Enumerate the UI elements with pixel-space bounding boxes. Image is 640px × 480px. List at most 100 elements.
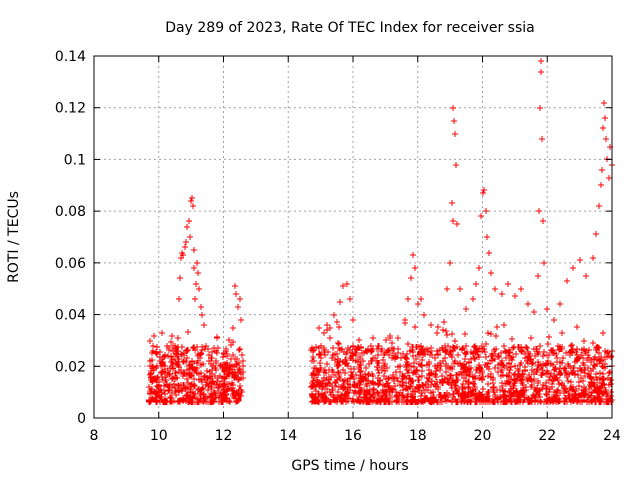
data-point-noise <box>535 380 541 386</box>
data-point-noise <box>220 354 226 360</box>
data-point-noise <box>523 384 529 390</box>
data-point-noise <box>231 395 237 401</box>
data-point <box>165 353 171 359</box>
data-point-noise <box>501 398 507 404</box>
data-point-noise <box>168 354 174 360</box>
data-point-noise <box>466 392 472 398</box>
data-point-noise <box>176 389 182 395</box>
data-point-noise <box>351 399 357 405</box>
data-point-noise <box>371 389 377 395</box>
data-point-noise <box>200 399 206 405</box>
data-point-noise <box>197 352 203 358</box>
data-point-noise <box>506 347 512 353</box>
data-point-noise <box>475 349 481 355</box>
data-point-noise <box>529 395 535 401</box>
data-point <box>311 358 317 364</box>
data-point-noise <box>506 361 512 367</box>
data-point-noise <box>384 381 390 387</box>
data-point <box>175 335 181 341</box>
data-point-noise <box>565 378 571 384</box>
data-point-noise <box>222 367 228 373</box>
data-point <box>606 175 612 181</box>
data-point-noise <box>580 355 586 361</box>
data-point-noise <box>348 366 354 372</box>
data-point <box>488 270 494 276</box>
y-tick-label: 0.06 <box>55 256 86 272</box>
data-point-noise <box>428 382 434 388</box>
data-point <box>186 218 192 224</box>
data-point-noise <box>349 350 355 356</box>
data-point-noise <box>343 351 349 357</box>
x-tick-label: 20 <box>474 428 492 444</box>
data-point-noise <box>209 394 215 400</box>
data-point-noise <box>538 363 544 369</box>
data-point-noise <box>566 363 572 369</box>
data-point-noise <box>400 383 406 389</box>
data-point-noise <box>435 324 441 330</box>
data-point-noise <box>397 363 403 369</box>
data-point-noise <box>429 352 435 358</box>
data-point <box>230 325 236 331</box>
data-point-noise <box>426 367 432 373</box>
data-point-noise <box>236 366 242 372</box>
data-point-noise <box>493 346 499 352</box>
data-point-noise <box>483 354 489 360</box>
data-point-noise <box>445 343 451 349</box>
data-point-noise <box>317 382 323 388</box>
data-point-noise <box>184 376 190 382</box>
data-point <box>170 361 176 367</box>
data-point-noise <box>443 328 449 334</box>
data-point <box>449 200 455 206</box>
data-point-noise <box>231 375 237 381</box>
data-point-noise <box>185 384 191 390</box>
data-point-noise <box>595 394 601 400</box>
data-point-noise <box>215 385 221 391</box>
data-point <box>538 58 544 64</box>
data-point <box>590 255 596 261</box>
data-point-noise <box>311 365 317 371</box>
data-point-noise <box>325 349 331 355</box>
data-point <box>187 234 193 240</box>
data-point-noise <box>554 355 560 361</box>
data-point <box>196 286 202 292</box>
data-point-noise <box>581 384 587 390</box>
data-point <box>518 286 524 292</box>
data-point-noise <box>473 396 479 402</box>
data-point-noise <box>358 379 364 385</box>
data-point-noise <box>206 352 212 358</box>
data-point-noise <box>315 372 321 378</box>
data-point-noise <box>204 379 210 385</box>
data-point-noise <box>588 393 594 399</box>
data-point-noise <box>504 373 510 379</box>
data-point-noise <box>340 367 346 373</box>
data-point-noise <box>499 358 505 364</box>
data-point-noise <box>409 344 415 350</box>
data-point-noise <box>600 330 606 336</box>
data-point <box>408 275 414 281</box>
data-point-noise <box>391 346 397 352</box>
data-point <box>602 115 608 121</box>
data-point-noise <box>167 394 173 400</box>
data-point-noise <box>343 391 349 397</box>
data-point-noise <box>590 340 596 346</box>
data-point-noise <box>499 383 505 389</box>
data-point <box>478 213 484 219</box>
data-point-noise <box>317 360 323 366</box>
data-point-noise <box>442 348 448 354</box>
data-point-noise <box>189 358 195 364</box>
data-point-noise <box>453 372 459 378</box>
data-point-noise <box>588 368 594 374</box>
data-point-noise <box>358 368 364 374</box>
data-point-noise <box>484 364 490 370</box>
data-point-noise <box>221 366 227 372</box>
data-point <box>418 296 424 302</box>
data-point-noise <box>477 391 483 397</box>
data-point-noise <box>342 360 348 366</box>
data-point-noise <box>222 361 228 367</box>
data-point-noise <box>151 333 157 339</box>
data-point-noise <box>477 365 483 371</box>
data-point-noise <box>482 349 488 355</box>
data-point-noise <box>364 388 370 394</box>
data-point <box>146 384 152 390</box>
data-point-noise <box>528 356 534 362</box>
